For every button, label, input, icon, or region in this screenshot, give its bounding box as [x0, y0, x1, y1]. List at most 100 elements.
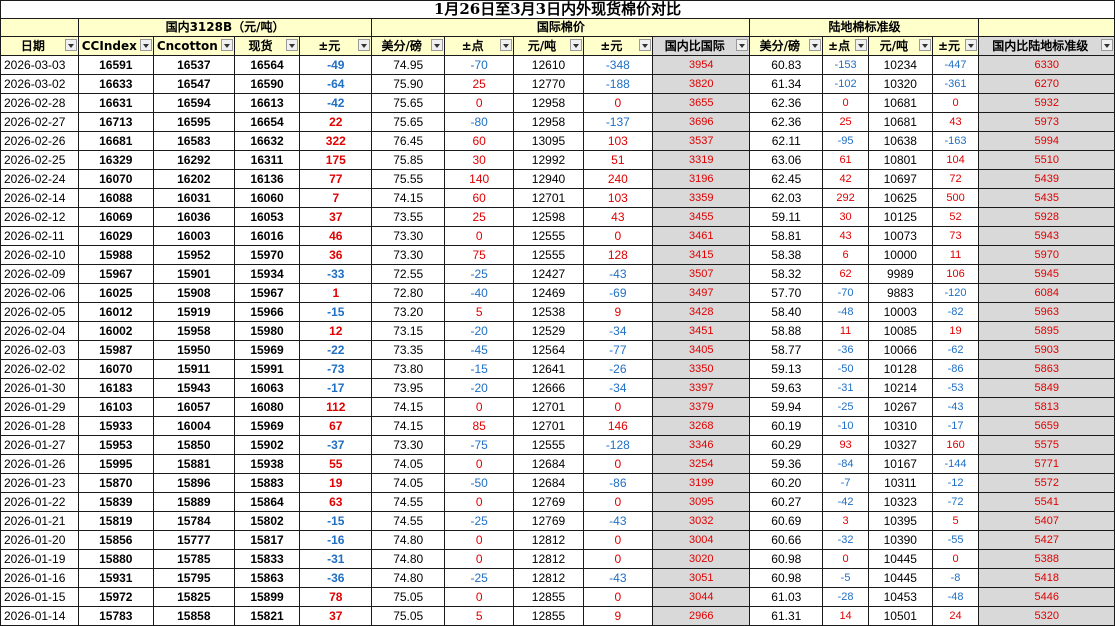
intl-yuan-cell[interactable]: 12770 [513, 74, 584, 94]
domestic-vs-intl-cell[interactable]: 3020 [651, 549, 751, 569]
intl-points-change-cell[interactable]: -20 [444, 378, 515, 398]
upland-yuan-change-cell[interactable]: 72 [931, 169, 980, 189]
upland-points-change-cell[interactable]: -153 [822, 55, 870, 75]
spot-cell[interactable]: 15969 [233, 416, 301, 436]
intl-yuan-change-cell[interactable]: -34 [582, 321, 653, 341]
cncotton-cell[interactable]: 15881 [152, 454, 235, 474]
intl-yuan-change-cell[interactable]: 0 [582, 530, 653, 550]
domestic-vs-upland-cell[interactable]: 5863 [978, 359, 1115, 379]
intl-points-change-cell[interactable]: 25 [444, 74, 515, 94]
intl-cents-cell[interactable]: 74.05 [371, 473, 446, 493]
spot-cell[interactable]: 16136 [233, 169, 301, 189]
upland-yuan-cell[interactable]: 10311 [868, 473, 933, 493]
domestic-change-cell[interactable]: 175 [299, 150, 373, 170]
ccindex-cell[interactable]: 15995 [77, 454, 154, 474]
upland-yuan-change-cell[interactable]: -144 [931, 454, 980, 474]
spot-cell[interactable]: 15967 [233, 283, 301, 303]
intl-yuan-cell[interactable]: 12769 [513, 492, 584, 512]
spot-cell[interactable]: 15883 [233, 473, 301, 493]
upland-cents-cell[interactable]: 58.32 [749, 264, 824, 284]
domestic-vs-intl-cell[interactable]: 3507 [651, 264, 751, 284]
intl-points-change-cell[interactable]: 140 [444, 169, 515, 189]
cncotton-cell[interactable]: 15911 [152, 359, 235, 379]
domestic-vs-intl-cell[interactable]: 3346 [651, 435, 751, 455]
upland-points-change-cell[interactable]: -5 [822, 568, 870, 588]
upland-yuan-cell[interactable]: 10003 [868, 302, 933, 322]
intl-yuan-cell[interactable]: 12701 [513, 416, 584, 436]
domestic-vs-upland-cell[interactable]: 5895 [978, 321, 1115, 341]
intl-yuan-change-cell[interactable]: 128 [582, 245, 653, 265]
domestic-change-cell[interactable]: -73 [299, 359, 373, 379]
intl-points-change-cell[interactable]: -50 [444, 473, 515, 493]
ccindex-cell[interactable]: 16088 [77, 188, 154, 208]
ccindex-cell[interactable]: 16070 [77, 169, 154, 189]
intl-points-change-cell[interactable]: 0 [444, 397, 515, 417]
date-cell[interactable]: 2026-01-30 [0, 378, 79, 398]
domestic-vs-upland-cell[interactable]: 5435 [978, 188, 1115, 208]
upland-yuan-cell[interactable]: 10390 [868, 530, 933, 550]
spot-cell[interactable]: 16590 [233, 74, 301, 94]
upland-points-change-cell[interactable]: -28 [822, 587, 870, 607]
upland-yuan-change-cell[interactable]: -48 [931, 587, 980, 607]
upland-cents-cell[interactable]: 61.03 [749, 587, 824, 607]
ccindex-cell[interactable]: 15972 [77, 587, 154, 607]
upland-yuan-cell[interactable]: 10681 [868, 93, 933, 113]
intl-yuan-change-cell[interactable]: 0 [582, 454, 653, 474]
domestic-vs-intl-cell[interactable]: 3379 [651, 397, 751, 417]
date-cell[interactable]: 2026-02-04 [0, 321, 79, 341]
upland-points-change-cell[interactable]: -102 [822, 74, 870, 94]
upland-points-change-cell[interactable]: 0 [822, 93, 870, 113]
ccindex-cell[interactable]: 15933 [77, 416, 154, 436]
date-cell[interactable]: 2026-02-03 [0, 340, 79, 360]
intl-yuan-cell[interactable]: 12855 [513, 587, 584, 607]
upland-points-change-cell[interactable]: -36 [822, 340, 870, 360]
domestic-vs-intl-cell[interactable]: 3954 [651, 55, 751, 75]
upland-yuan-cell[interactable]: 10267 [868, 397, 933, 417]
intl-yuan-change-cell[interactable]: -188 [582, 74, 653, 94]
domestic-vs-upland-cell[interactable]: 6330 [978, 55, 1115, 75]
upland-points-change-cell[interactable]: -95 [822, 131, 870, 151]
spot-cell[interactable]: 16060 [233, 188, 301, 208]
domestic-change-cell[interactable]: 77 [299, 169, 373, 189]
domestic-change-cell[interactable]: -22 [299, 340, 373, 360]
intl-yuan-cell[interactable]: 12684 [513, 454, 584, 474]
date-cell[interactable]: 2026-01-14 [0, 606, 79, 626]
ccindex-cell[interactable]: 16681 [77, 131, 154, 151]
intl-yuan-cell[interactable]: 12812 [513, 530, 584, 550]
ccindex-cell[interactable]: 15987 [77, 340, 154, 360]
cncotton-cell[interactable]: 15858 [152, 606, 235, 626]
ccindex-cell[interactable]: 15880 [77, 549, 154, 569]
ccindex-cell[interactable]: 15931 [77, 568, 154, 588]
upland-cents-cell[interactable]: 58.38 [749, 245, 824, 265]
upland-yuan-change-cell[interactable]: 0 [931, 549, 980, 569]
intl-cents-cell[interactable]: 75.05 [371, 587, 446, 607]
intl-cents-cell[interactable]: 75.85 [371, 150, 446, 170]
domestic-change-cell[interactable]: -49 [299, 55, 373, 75]
date-cell[interactable]: 2026-02-10 [0, 245, 79, 265]
upland-points-change-cell[interactable]: -32 [822, 530, 870, 550]
domestic-vs-upland-cell[interactable]: 6270 [978, 74, 1115, 94]
cncotton-cell[interactable]: 15943 [152, 378, 235, 398]
upland-points-change-cell[interactable]: -42 [822, 492, 870, 512]
upland-cents-cell[interactable]: 60.29 [749, 435, 824, 455]
domestic-change-cell[interactable]: 37 [299, 606, 373, 626]
intl-yuan-change-cell[interactable]: 103 [582, 188, 653, 208]
upland-cents-cell[interactable]: 59.63 [749, 378, 824, 398]
intl-cents-cell[interactable]: 73.95 [371, 378, 446, 398]
domestic-vs-intl-cell[interactable]: 3696 [651, 112, 751, 132]
intl-yuan-cell[interactable]: 12555 [513, 435, 584, 455]
spot-cell[interactable]: 15934 [233, 264, 301, 284]
intl-cents-cell[interactable]: 74.55 [371, 492, 446, 512]
upland-cents-cell[interactable]: 60.20 [749, 473, 824, 493]
intl-points-change-cell[interactable]: 0 [444, 492, 515, 512]
upland-cents-cell[interactable]: 60.98 [749, 549, 824, 569]
domestic-vs-intl-cell[interactable]: 3405 [651, 340, 751, 360]
cncotton-cell[interactable]: 15908 [152, 283, 235, 303]
cncotton-cell[interactable]: 16292 [152, 150, 235, 170]
domestic-change-cell[interactable]: 78 [299, 587, 373, 607]
domestic-change-cell[interactable]: 36 [299, 245, 373, 265]
cncotton-cell[interactable]: 15785 [152, 549, 235, 569]
intl-yuan-change-cell[interactable]: 146 [582, 416, 653, 436]
intl-yuan-cell[interactable]: 12610 [513, 55, 584, 75]
filter-dropdown-icon[interactable] [569, 39, 582, 51]
